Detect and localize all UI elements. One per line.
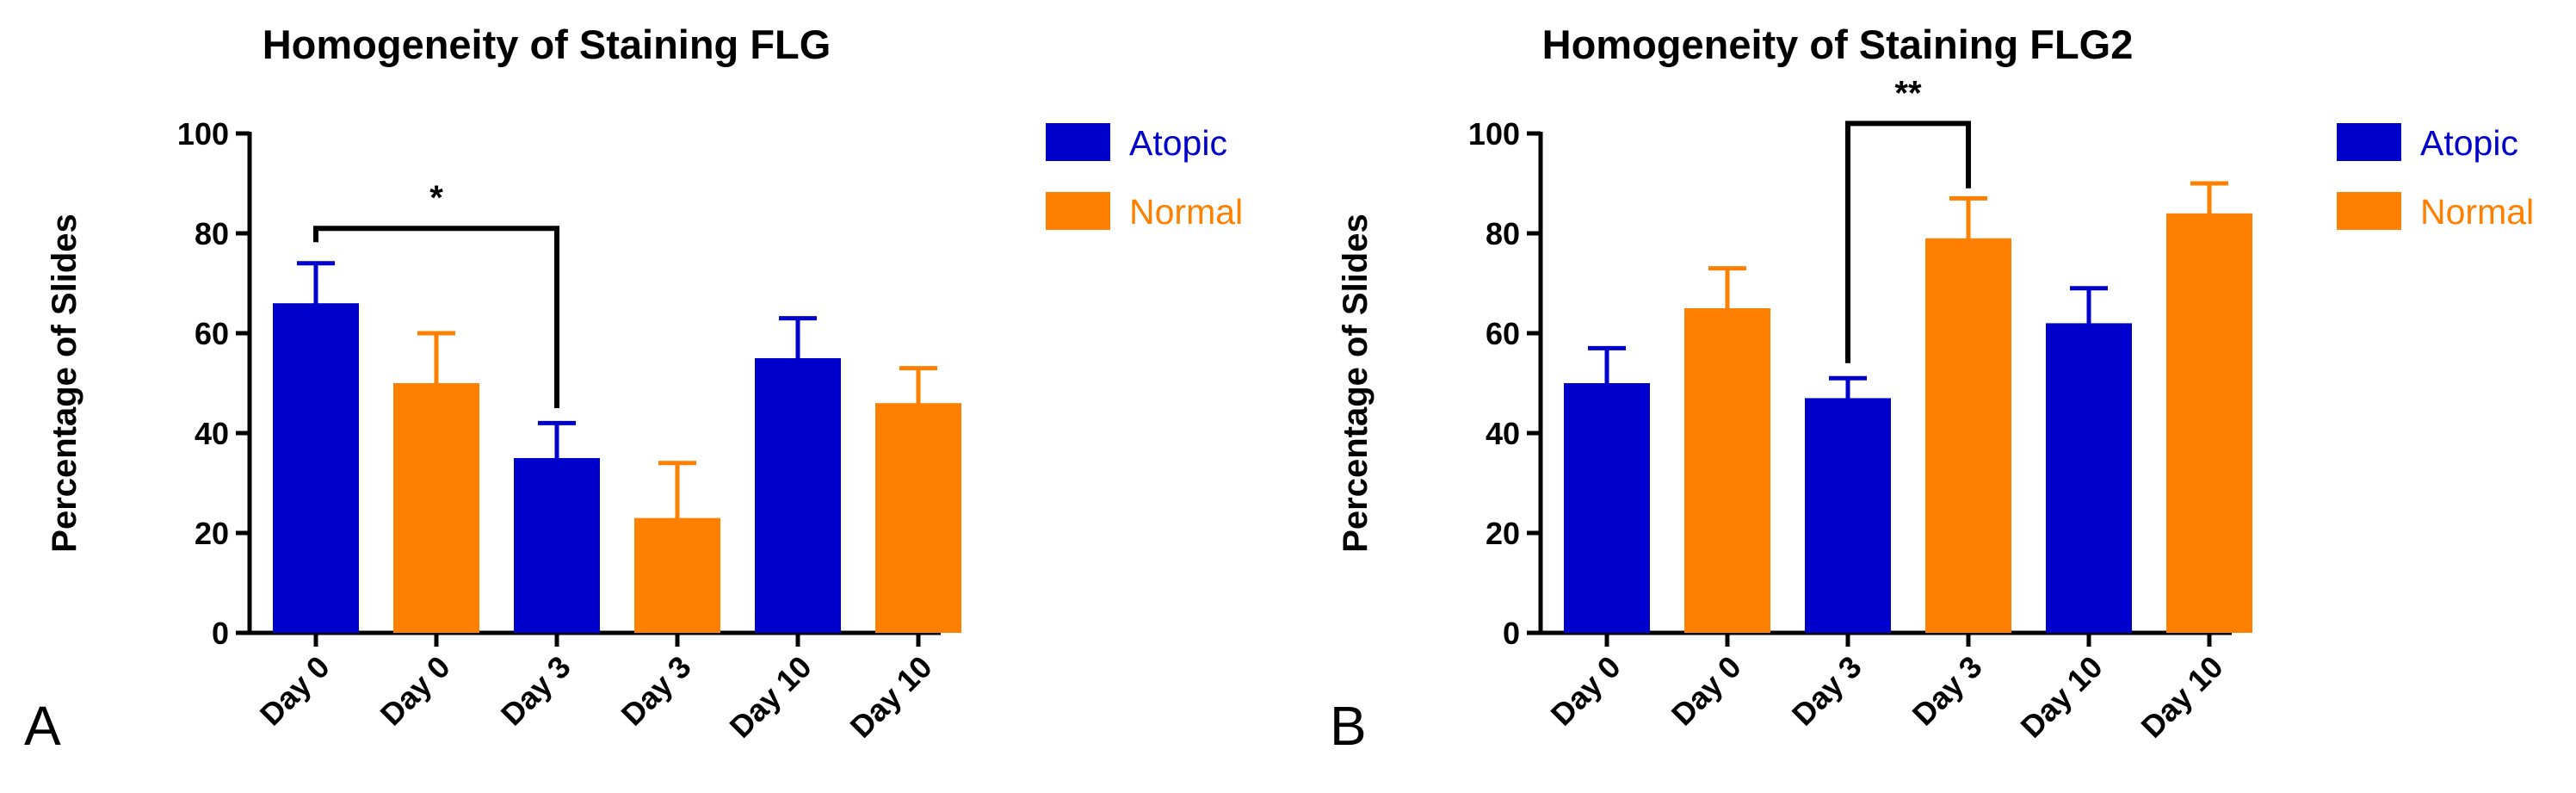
bar-atopic-day-10: [2046, 323, 2132, 633]
bar-normal-day-0: [1684, 308, 1770, 633]
significance-bracket: [313, 226, 559, 408]
significance-marker: *: [429, 179, 443, 217]
x-tick-label: Day 10: [723, 649, 819, 745]
bar-normal-day-10: [875, 403, 961, 633]
y-tick-label: 80: [1486, 216, 1520, 251]
chart-panel-a: Homogeneity of Staining FLG Percentage of…: [24, 22, 1243, 757]
legend-swatch-atopic: [2337, 123, 2401, 161]
x-tick-label: Day 3: [615, 649, 698, 733]
chart-panel-b: Homogeneity of Staining FLG2 Percentage o…: [1330, 22, 2534, 757]
bar-normal-day-3: [1925, 238, 2011, 633]
legend-label-normal: Normal: [1129, 192, 1243, 232]
chart-title: Homogeneity of Staining FLG: [263, 22, 831, 67]
x-tick-label: Day 0: [374, 649, 457, 733]
y-tick-label: 20: [195, 516, 229, 551]
y-tick-label: 40: [195, 416, 229, 451]
legend-label-atopic: Atopic: [2420, 123, 2518, 163]
y-axis-label: Percentage of Slides: [46, 214, 83, 552]
legend-swatch-normal: [1046, 192, 1110, 230]
x-tick-label: Day 10: [2134, 649, 2230, 745]
bar-normal-day-3: [634, 517, 720, 633]
y-tick-label: 0: [212, 616, 229, 651]
x-tick-label: Day 0: [1544, 649, 1628, 733]
bar-atopic-day-3: [1805, 398, 1891, 633]
legend-swatch-normal: [2337, 192, 2401, 230]
bar-normal-day-0: [393, 383, 479, 633]
significance-marker: **: [1894, 74, 1922, 112]
bar-normal-day-10: [2166, 213, 2252, 634]
y-tick-label: 100: [1468, 116, 1520, 152]
bar-atopic-day-3: [514, 458, 600, 633]
x-tick-label: Day 3: [1906, 649, 1989, 733]
legend-swatch-atopic: [1046, 123, 1110, 161]
y-tick-label: 40: [1486, 416, 1520, 451]
x-tick-label: Day 3: [1785, 649, 1869, 733]
x-tick-label: Day 10: [2014, 649, 2110, 745]
panel-label: A: [24, 695, 61, 757]
bar-atopic-day-0: [1564, 383, 1650, 633]
y-tick-label: 60: [1486, 316, 1520, 351]
y-tick-label: 100: [177, 116, 229, 152]
bar-atopic-day-10: [755, 358, 841, 633]
x-tick-label: Day 0: [253, 649, 337, 733]
y-tick-label: 20: [1486, 516, 1520, 551]
legend-label-atopic: Atopic: [1129, 123, 1227, 163]
significance-bracket: [1845, 121, 1971, 363]
x-tick-label: Day 10: [843, 649, 939, 745]
legend-label-normal: Normal: [2420, 192, 2534, 232]
x-tick-label: Day 3: [494, 649, 578, 733]
bar-atopic-day-0: [273, 303, 359, 633]
x-tick-label: Day 0: [1665, 649, 1748, 733]
y-tick-label: 60: [195, 316, 229, 351]
y-tick-label: 80: [195, 216, 229, 251]
panel-label: B: [1330, 695, 1367, 757]
y-tick-label: 0: [1503, 616, 1520, 651]
chart-title: Homogeneity of Staining FLG2: [1542, 22, 2134, 67]
y-axis-label: Percentage of Slides: [1337, 214, 1374, 552]
